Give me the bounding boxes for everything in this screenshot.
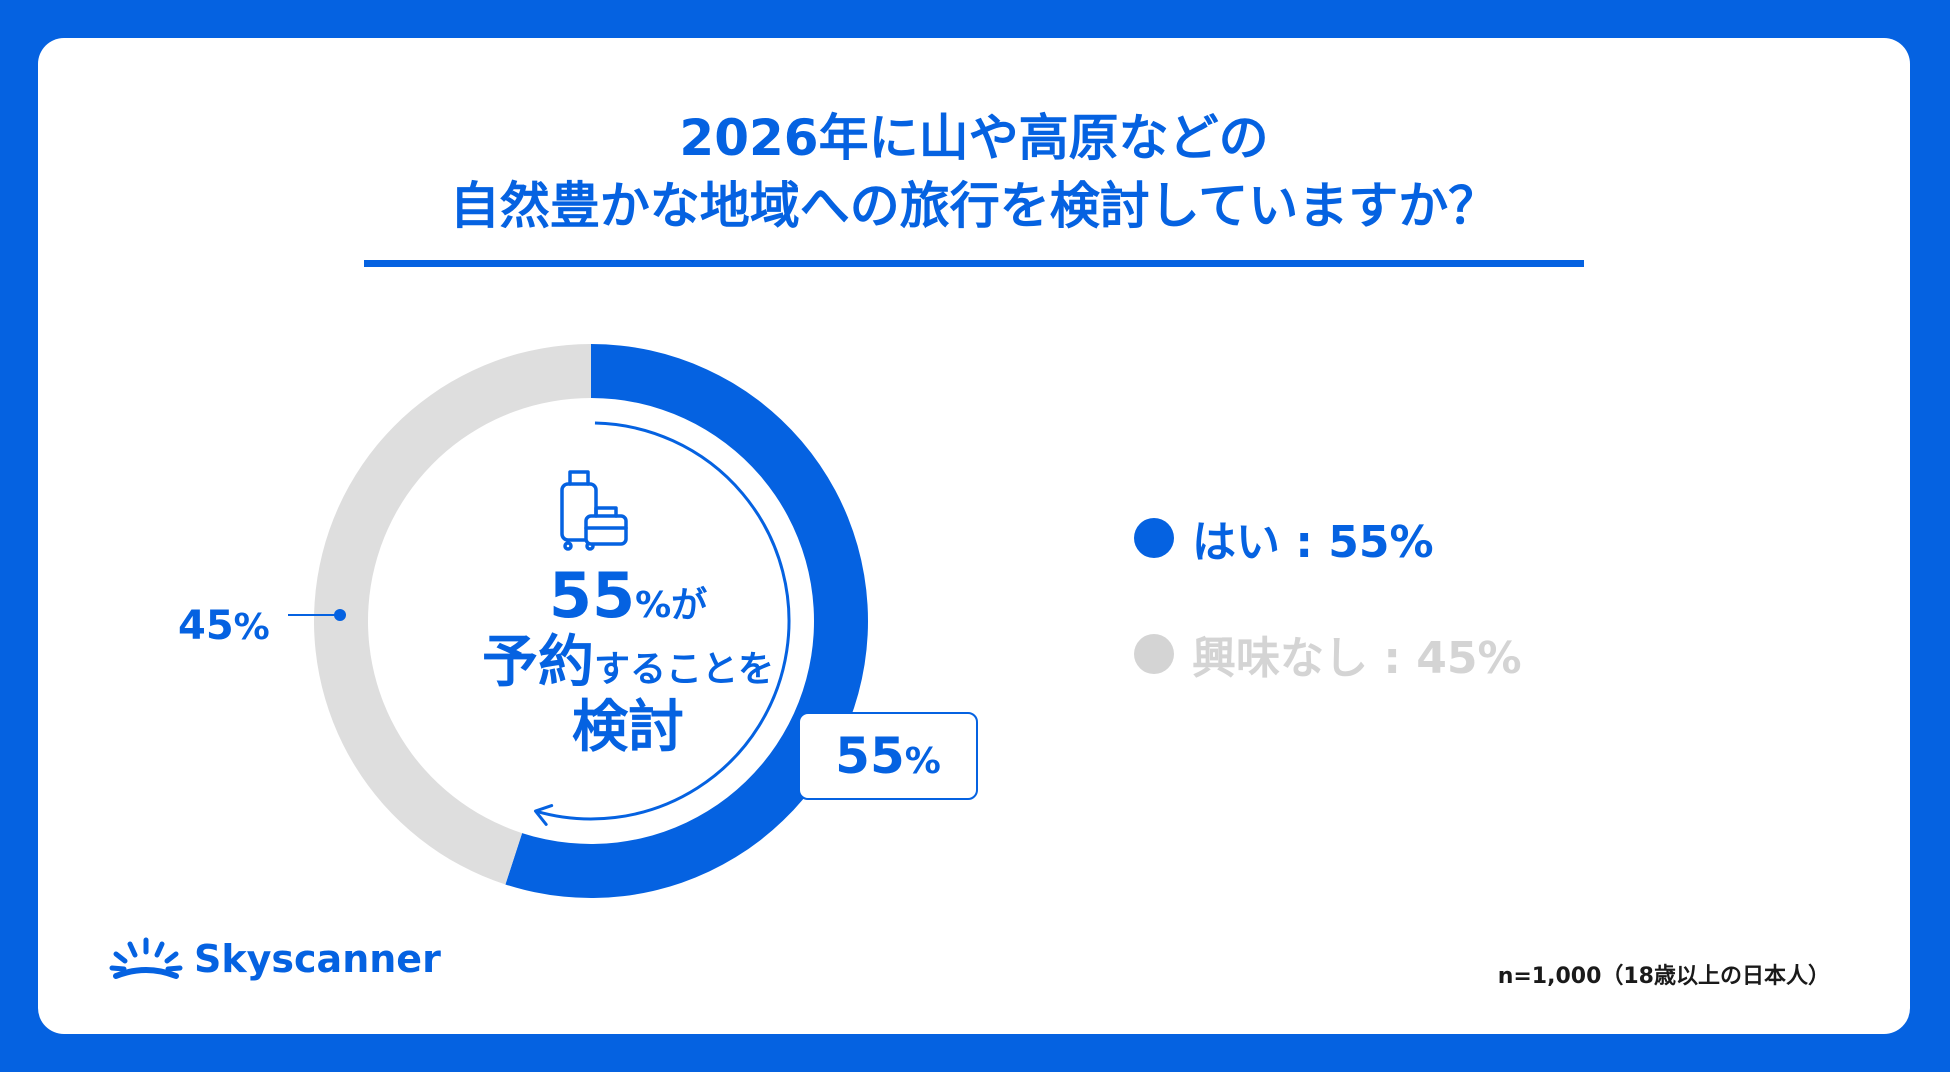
progress-arrow bbox=[535, 421, 791, 821]
center-percent-suffix: %が bbox=[635, 585, 708, 626]
data-label-yes-number: 55 bbox=[835, 727, 905, 785]
data-label-yes: 55% bbox=[798, 712, 978, 800]
legend-label-no: 興味なし : 45% bbox=[1192, 633, 1522, 684]
center-word-reserve: 予約 bbox=[481, 630, 594, 696]
data-label-no-number: 45 bbox=[178, 603, 234, 649]
progress-arrow-head bbox=[533, 804, 554, 826]
sunrise-icon bbox=[109, 937, 183, 979]
center-word-suru: することを bbox=[593, 649, 774, 691]
legend-dot-no bbox=[1134, 634, 1174, 674]
data-label-yes-percent: % bbox=[904, 741, 941, 782]
title-underline bbox=[364, 260, 1584, 267]
center-word-consider: 検討 bbox=[572, 694, 684, 760]
data-label-no: 45% bbox=[178, 603, 270, 649]
chart-title: 2026年に山や高原などの 自然豊かな地域への旅行を検討していますか？ bbox=[38, 104, 1910, 240]
legend: はい : 55% 興味なし : 45% bbox=[1134, 508, 1522, 740]
donut-slice-yes bbox=[505, 344, 868, 898]
skyscanner-logo: Skyscanner bbox=[108, 936, 441, 982]
donut-chart bbox=[288, 344, 868, 898]
donut-slices bbox=[314, 344, 868, 898]
data-label-no-percent: % bbox=[233, 607, 270, 648]
luggage-icon bbox=[560, 470, 628, 551]
center-number: 55 bbox=[548, 559, 636, 632]
legend-item-yes: はい : 55% bbox=[1134, 508, 1522, 568]
center-row-1: 55%が bbox=[418, 560, 838, 631]
legend-dot-yes bbox=[1134, 518, 1174, 558]
brand-name: Skyscanner bbox=[194, 937, 441, 981]
center-caption: 55%が 予約することを 検討 bbox=[418, 560, 838, 760]
legend-label-yes: はい : 55% bbox=[1192, 517, 1434, 568]
sample-note: n=1,000（18歳以上の日本人） bbox=[1497, 964, 1830, 989]
legend-item-no: 興味なし : 45% bbox=[1134, 624, 1522, 684]
infographic-card: 2026年に山や高原などの 自然豊かな地域への旅行を検討していますか？ 55%が… bbox=[38, 38, 1910, 1034]
donut-slice-no bbox=[314, 344, 591, 885]
leader-dot-no bbox=[334, 609, 346, 621]
title-line-2: 自然豊かな地域への旅行を検討していますか？ bbox=[449, 177, 1499, 235]
center-row-2: 予約することを bbox=[418, 631, 838, 695]
title-line-1: 2026年に山や高原などの bbox=[679, 109, 1269, 167]
